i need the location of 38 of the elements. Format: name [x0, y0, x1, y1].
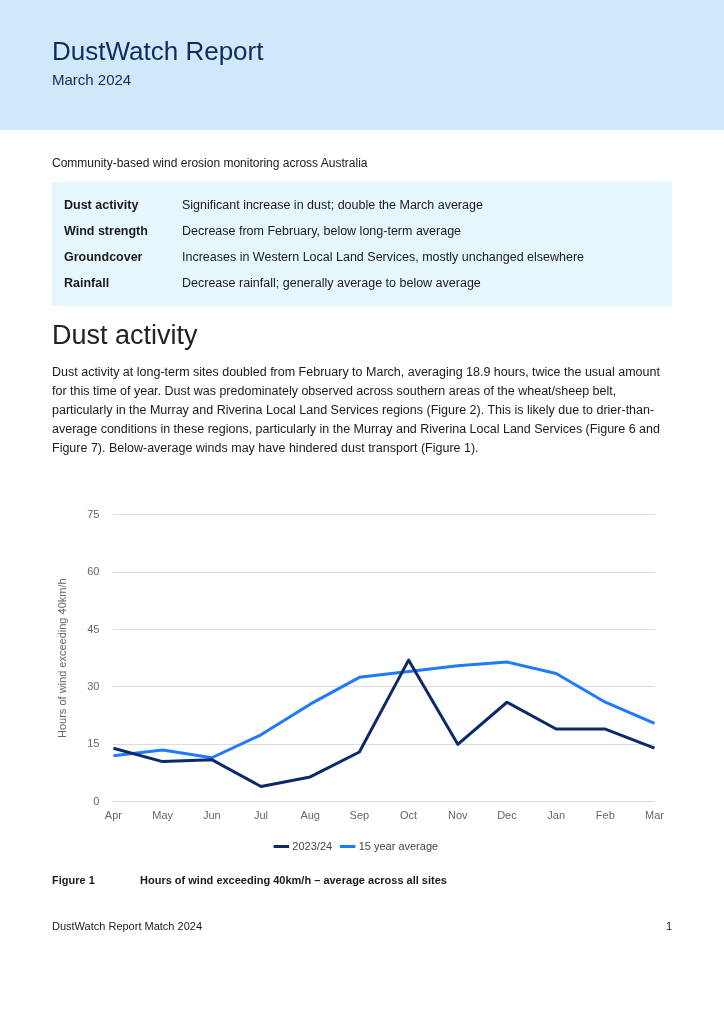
x-tick-label: Sep — [349, 809, 370, 822]
caption: Figure 1 — [52, 874, 96, 886]
text: 1 — [665, 920, 672, 932]
text: Decrease rainfall; generally average to below average — [182, 275, 481, 292]
chart-title: DustWatch Report — [52, 36, 265, 67]
text: Significant increase in dust; double the March average — [182, 197, 483, 214]
y-tick-label: 60 — [87, 565, 100, 578]
text: Hours of wind exceeding 40km/h – average across all sites — [140, 874, 447, 886]
x-tick-label: Jan — [547, 809, 566, 822]
y-tick-label: 15 — [87, 737, 100, 750]
text: DustWatch Report Match 2024 — [52, 920, 202, 932]
text: Wind strength — [64, 223, 149, 240]
x-tick-label: Oct — [400, 809, 418, 822]
x-tick-label: May — [152, 809, 174, 822]
y-axis-title: Hours of wind exceeding 40km/h — [55, 578, 68, 738]
y-tick-label: 30 — [87, 679, 100, 692]
chart-subtitle: March 2024 — [52, 71, 133, 88]
y-tick-label: 0 — [93, 794, 100, 807]
y-tick-label: 75 — [87, 507, 100, 520]
x-tick-label: Dec — [497, 809, 518, 822]
x-tick-label: Jul — [253, 809, 269, 822]
legend-label: 2023/24 — [292, 839, 333, 852]
legend-label: 15 year average — [358, 839, 439, 852]
x-tick-label: Apr — [104, 809, 123, 822]
x-tick-label: Mar — [645, 809, 665, 822]
y-tick-label: 45 — [87, 622, 100, 635]
text: Increases in Western Local Land Services, mostly unchanged elsewhere — [182, 249, 585, 266]
x-tick-label: Nov — [447, 809, 469, 822]
x-tick-label: Aug — [300, 809, 320, 822]
x-tick-label: Feb — [595, 809, 615, 822]
text: Decrease from February, below long-term average — [182, 223, 462, 240]
text: Dust activity at long-term sites doubled from February to March, averaging 18.9 hours, twice the usual amount for this time of year. Dust was predominately observed across southern areas of the wheat/sheep belt, particularly in the Murray and Riverina Local Land Services regions (Figure 2). This is likely due to drier-than-average conditions in these regions, particularly in the Murray and Riverina Local Land Services (Figure 6 and Figure 7). Below-average winds may have hindered dust transport (Figure 1). — [52, 364, 661, 457]
text: Dust activity — [52, 320, 199, 351]
text: Groundcover — [64, 249, 144, 266]
text: Rainfall — [64, 275, 111, 292]
text: Dust activity — [64, 197, 140, 214]
x-tick-label: Jun — [202, 809, 221, 822]
text: Community-based wind erosion monitoring across Australia — [52, 156, 369, 170]
